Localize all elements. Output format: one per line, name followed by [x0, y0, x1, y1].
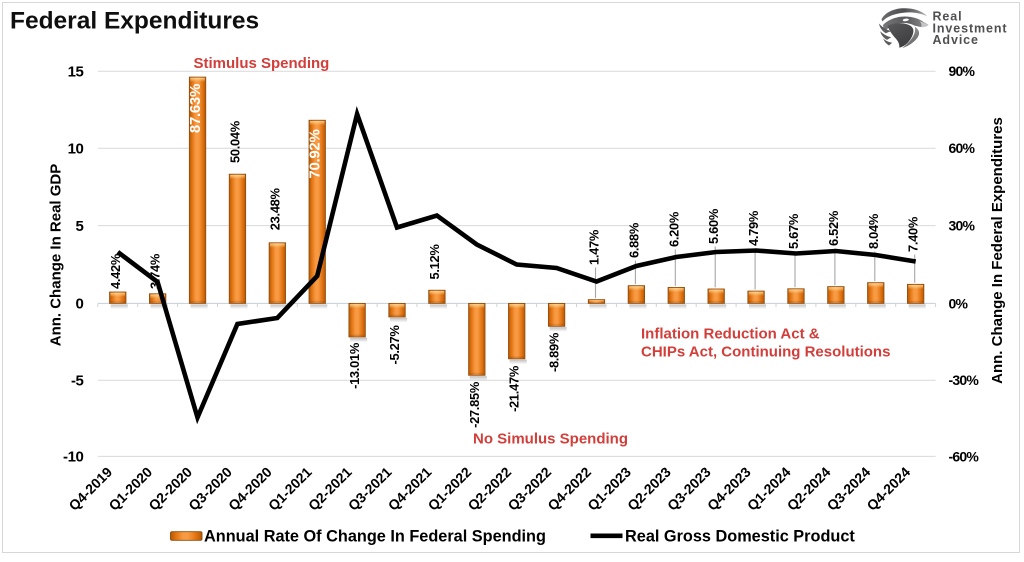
svg-text:4.42%: 4.42%	[108, 253, 123, 289]
svg-text:Ann. Change In Federal Expendi: Ann. Change In Federal Expenditures	[989, 117, 1006, 384]
svg-text:-30%: -30%	[949, 372, 980, 388]
svg-text:4.79%: 4.79%	[746, 210, 761, 246]
svg-text:-13.01%: -13.01%	[347, 342, 362, 389]
svg-text:Inflation Reduction Act &: Inflation Reduction Act &	[641, 326, 820, 343]
svg-text:Stimulus Spending: Stimulus Spending	[194, 55, 330, 72]
svg-text:-5: -5	[71, 373, 84, 390]
svg-text:0%: 0%	[949, 295, 969, 311]
svg-text:Real: Real	[933, 9, 963, 23]
svg-text:CHIPs Act, Continuing Resoluti: CHIPs Act, Continuing Resolutions	[641, 344, 890, 361]
svg-text:5: 5	[76, 218, 84, 235]
svg-text:-10: -10	[63, 449, 84, 466]
svg-text:Federal Expenditures: Federal Expenditures	[10, 8, 259, 35]
svg-text:No Simulus Spending: No Simulus Spending	[473, 431, 628, 448]
svg-text:-5.27%: -5.27%	[387, 325, 402, 365]
svg-text:Real Gross Domestic Product: Real Gross Domestic Product	[625, 528, 855, 546]
svg-text:10: 10	[68, 141, 84, 158]
svg-text:60%: 60%	[949, 140, 976, 156]
svg-text:6.88%: 6.88%	[626, 222, 641, 258]
svg-text:5.60%: 5.60%	[706, 208, 721, 244]
svg-text:7.40%: 7.40%	[906, 216, 921, 252]
svg-text:90%: 90%	[949, 63, 976, 79]
svg-text:5.67%: 5.67%	[786, 213, 801, 249]
svg-text:30%: 30%	[949, 218, 976, 234]
svg-text:Ann. Change In Real GDP: Ann. Change In Real GDP	[48, 164, 65, 347]
svg-text:-8.89%: -8.89%	[547, 332, 562, 372]
svg-text:3.74%: 3.74%	[148, 253, 163, 289]
svg-text:8.04%: 8.04%	[866, 213, 881, 249]
svg-text:50.04%: 50.04%	[227, 120, 242, 163]
svg-text:5.12%: 5.12%	[427, 244, 442, 280]
svg-text:6.20%: 6.20%	[666, 211, 681, 247]
svg-text:87.63%: 87.63%	[187, 84, 204, 133]
svg-text:Advice: Advice	[933, 33, 979, 47]
svg-text:70.92%: 70.92%	[307, 130, 324, 179]
svg-text:Annual Rate Of Change In Feder: Annual Rate Of Change In Federal Spendin…	[204, 528, 546, 546]
svg-text:Q4-2024: Q4-2024	[863, 464, 913, 514]
svg-text:-21.47%: -21.47%	[507, 365, 522, 412]
svg-text:-60%: -60%	[949, 448, 980, 464]
svg-text:1.47%: 1.47%	[587, 229, 602, 265]
svg-text:-27.85%: -27.85%	[467, 381, 482, 428]
svg-text:6.52%: 6.52%	[826, 210, 841, 246]
svg-text:15: 15	[68, 64, 84, 81]
svg-text:23.48%: 23.48%	[267, 187, 282, 230]
svg-text:Investment: Investment	[933, 21, 1008, 35]
svg-text:0: 0	[76, 296, 84, 313]
